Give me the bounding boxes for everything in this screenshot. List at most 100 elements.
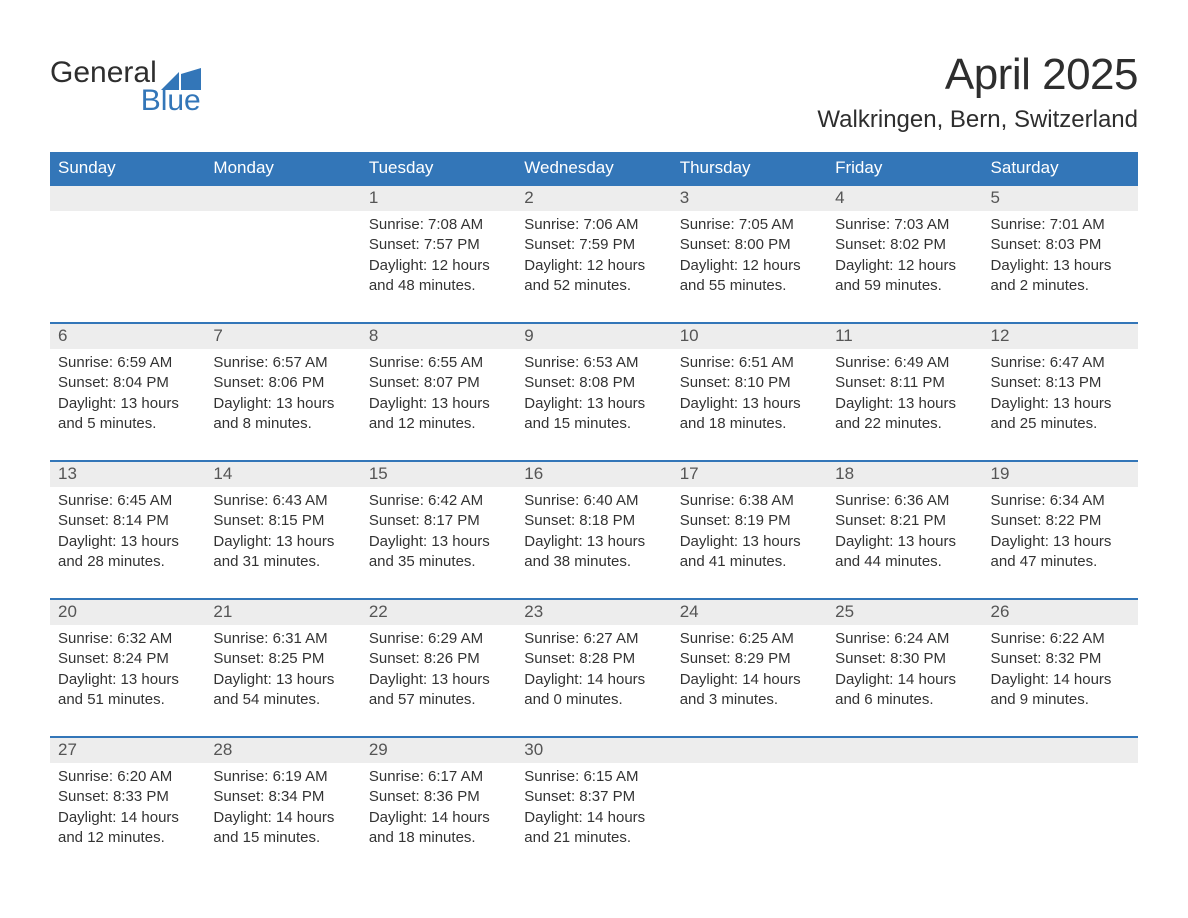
day-cell: Sunrise: 6:36 AMSunset: 8:21 PMDaylight:… xyxy=(827,487,982,598)
cell-daylight2: and 54 minutes. xyxy=(213,690,352,710)
cell-daylight2: and 12 minutes. xyxy=(58,828,197,848)
title-block: April 2025 Walkringen, Bern, Switzerland xyxy=(817,50,1138,134)
cell-daylight1: Daylight: 14 hours xyxy=(524,670,663,690)
day-cell: Sunrise: 6:53 AMSunset: 8:08 PMDaylight:… xyxy=(516,349,671,460)
cell-sunrise: Sunrise: 6:57 AM xyxy=(213,353,352,373)
cell-sunset: Sunset: 8:26 PM xyxy=(369,649,508,669)
cell-daylight1: Daylight: 14 hours xyxy=(213,808,352,828)
cell-daylight2: and 52 minutes. xyxy=(524,276,663,296)
day-number: 10 xyxy=(672,324,827,349)
cell-daylight2: and 31 minutes. xyxy=(213,552,352,572)
day-cell: Sunrise: 6:42 AMSunset: 8:17 PMDaylight:… xyxy=(361,487,516,598)
cell-daylight1: Daylight: 13 hours xyxy=(835,532,974,552)
cell-daylight1: Daylight: 13 hours xyxy=(991,394,1130,414)
cell-daylight2: and 47 minutes. xyxy=(991,552,1130,572)
cell-daylight2: and 57 minutes. xyxy=(369,690,508,710)
cell-daylight2: and 12 minutes. xyxy=(369,414,508,434)
day-number: 17 xyxy=(672,462,827,487)
week-body-row: Sunrise: 7:08 AMSunset: 7:57 PMDaylight:… xyxy=(50,211,1138,322)
day-cell: Sunrise: 6:38 AMSunset: 8:19 PMDaylight:… xyxy=(672,487,827,598)
day-cell: Sunrise: 7:01 AMSunset: 8:03 PMDaylight:… xyxy=(983,211,1138,322)
day-cell: Sunrise: 7:05 AMSunset: 8:00 PMDaylight:… xyxy=(672,211,827,322)
cell-sunset: Sunset: 8:00 PM xyxy=(680,235,819,255)
cell-sunset: Sunset: 8:37 PM xyxy=(524,787,663,807)
cell-sunrise: Sunrise: 6:55 AM xyxy=(369,353,508,373)
day-number: 16 xyxy=(516,462,671,487)
cell-daylight1: Daylight: 13 hours xyxy=(213,532,352,552)
day-number: 5 xyxy=(983,186,1138,211)
day-header: Wednesday xyxy=(516,152,671,186)
cell-daylight1: Daylight: 13 hours xyxy=(58,394,197,414)
page-header: General Blue April 2025 Walkringen, Bern… xyxy=(50,50,1138,134)
cell-sunset: Sunset: 8:06 PM xyxy=(213,373,352,393)
cell-sunrise: Sunrise: 6:25 AM xyxy=(680,629,819,649)
cell-daylight1: Daylight: 14 hours xyxy=(369,808,508,828)
cell-sunrise: Sunrise: 6:47 AM xyxy=(991,353,1130,373)
week-body-row: Sunrise: 6:20 AMSunset: 8:33 PMDaylight:… xyxy=(50,763,1138,874)
cell-sunrise: Sunrise: 6:32 AM xyxy=(58,629,197,649)
cell-sunset: Sunset: 8:18 PM xyxy=(524,511,663,531)
day-cell: Sunrise: 7:06 AMSunset: 7:59 PMDaylight:… xyxy=(516,211,671,322)
cell-daylight2: and 21 minutes. xyxy=(524,828,663,848)
cell-daylight2: and 41 minutes. xyxy=(680,552,819,572)
cell-daylight1: Daylight: 13 hours xyxy=(991,256,1130,276)
day-header: Monday xyxy=(205,152,360,186)
calendar: SundayMondayTuesdayWednesdayThursdayFrid… xyxy=(50,152,1138,874)
cell-sunset: Sunset: 7:57 PM xyxy=(369,235,508,255)
logo: General Blue xyxy=(50,56,201,118)
day-cell: Sunrise: 6:17 AMSunset: 8:36 PMDaylight:… xyxy=(361,763,516,874)
cell-sunrise: Sunrise: 6:51 AM xyxy=(680,353,819,373)
page-title: April 2025 xyxy=(817,50,1138,100)
cell-sunset: Sunset: 8:32 PM xyxy=(991,649,1130,669)
cell-sunrise: Sunrise: 7:06 AM xyxy=(524,215,663,235)
cell-daylight1: Daylight: 14 hours xyxy=(524,808,663,828)
cell-sunrise: Sunrise: 6:59 AM xyxy=(58,353,197,373)
day-cell: Sunrise: 6:51 AMSunset: 8:10 PMDaylight:… xyxy=(672,349,827,460)
cell-sunrise: Sunrise: 6:27 AM xyxy=(524,629,663,649)
day-number xyxy=(50,186,205,211)
cell-sunset: Sunset: 8:07 PM xyxy=(369,373,508,393)
cell-daylight2: and 18 minutes. xyxy=(680,414,819,434)
day-cell: Sunrise: 6:25 AMSunset: 8:29 PMDaylight:… xyxy=(672,625,827,736)
cell-daylight1: Daylight: 14 hours xyxy=(58,808,197,828)
cell-daylight2: and 6 minutes. xyxy=(835,690,974,710)
day-number: 20 xyxy=(50,600,205,625)
cell-sunset: Sunset: 8:33 PM xyxy=(58,787,197,807)
day-number: 18 xyxy=(827,462,982,487)
cell-sunset: Sunset: 8:36 PM xyxy=(369,787,508,807)
cell-daylight1: Daylight: 13 hours xyxy=(213,394,352,414)
day-number: 23 xyxy=(516,600,671,625)
day-cell: Sunrise: 7:08 AMSunset: 7:57 PMDaylight:… xyxy=(361,211,516,322)
cell-sunset: Sunset: 8:24 PM xyxy=(58,649,197,669)
week-body-row: Sunrise: 6:32 AMSunset: 8:24 PM Daylight:… xyxy=(50,625,1138,736)
cell-sunset: Sunset: 8:17 PM xyxy=(369,511,508,531)
cell-sunrise: Sunrise: 7:05 AM xyxy=(680,215,819,235)
day-number xyxy=(205,186,360,211)
cell-sunrise: Sunrise: 6:38 AM xyxy=(680,491,819,511)
cell-daylight2: and 8 minutes. xyxy=(213,414,352,434)
day-number: 25 xyxy=(827,600,982,625)
daynum-row: 20212223242526 xyxy=(50,600,1138,625)
cell-sunrise: Sunrise: 6:53 AM xyxy=(524,353,663,373)
cell-sunrise: Sunrise: 6:40 AM xyxy=(524,491,663,511)
day-cell: Sunrise: 6:20 AMSunset: 8:33 PMDaylight:… xyxy=(50,763,205,874)
cell-daylight2: and 35 minutes. xyxy=(369,552,508,572)
day-cell: Sunrise: 6:34 AMSunset: 8:22 PMDaylight:… xyxy=(983,487,1138,598)
cell-sunrise: Sunrise: 7:01 AM xyxy=(991,215,1130,235)
day-number: 8 xyxy=(361,324,516,349)
day-number: 19 xyxy=(983,462,1138,487)
page-subtitle: Walkringen, Bern, Switzerland xyxy=(817,106,1138,134)
cell-sunset: Sunset: 8:04 PM xyxy=(58,373,197,393)
cell-daylight1: Daylight: 13 hours xyxy=(524,532,663,552)
cell-daylight2: and 55 minutes. xyxy=(680,276,819,296)
day-header: Thursday xyxy=(672,152,827,186)
cell-daylight2: and 51 minutes. xyxy=(58,690,197,710)
cell-sunset: Sunset: 8:11 PM xyxy=(835,373,974,393)
cell-daylight2: and 22 minutes. xyxy=(835,414,974,434)
day-number: 1 xyxy=(361,186,516,211)
cell-sunset: Sunset: 8:03 PM xyxy=(991,235,1130,255)
day-number: 12 xyxy=(983,324,1138,349)
day-cell xyxy=(672,763,827,874)
cell-daylight2: and 15 minutes. xyxy=(524,414,663,434)
cell-daylight1: Daylight: 13 hours xyxy=(835,394,974,414)
